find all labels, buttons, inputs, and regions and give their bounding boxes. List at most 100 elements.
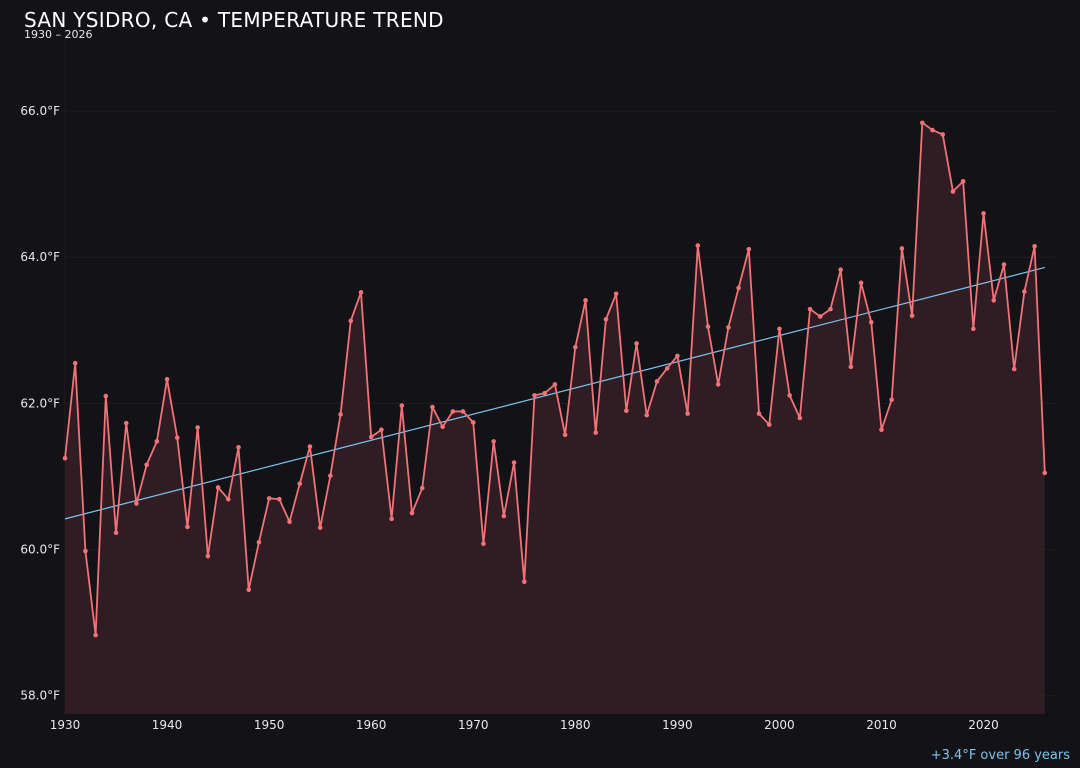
data-point <box>205 553 211 559</box>
data-point <box>593 430 599 435</box>
data-points <box>62 120 1048 638</box>
data-point <box>266 496 272 501</box>
data-point <box>838 267 843 272</box>
data-point <box>460 409 466 414</box>
data-point <box>675 353 680 359</box>
trend-summary: +3.4°F over 96 years <box>930 748 1070 763</box>
data-point <box>164 376 170 382</box>
data-point <box>991 298 997 303</box>
data-point <box>113 530 119 536</box>
data-point <box>889 397 895 403</box>
data-point <box>440 424 445 430</box>
data-point <box>277 496 282 502</box>
data-point <box>552 382 558 387</box>
x-tick-label: 1980 <box>560 718 591 732</box>
data-point <box>562 432 568 438</box>
data-point <box>409 510 415 516</box>
data-point <box>787 393 792 398</box>
data-point <box>920 120 925 126</box>
data-point <box>1011 366 1017 372</box>
data-point <box>246 587 252 593</box>
data-point <box>297 481 303 487</box>
data-point <box>899 246 905 251</box>
data-point <box>358 290 364 295</box>
data-point <box>481 541 486 547</box>
data-point <box>1042 470 1048 476</box>
data-point <box>419 485 425 491</box>
data-point <box>501 513 507 519</box>
x-tick-label: 1940 <box>152 718 183 732</box>
data-point <box>736 285 741 291</box>
data-point <box>215 485 221 490</box>
data-point <box>715 382 721 387</box>
data-point <box>103 393 109 399</box>
data-point <box>328 473 333 479</box>
data-point <box>389 516 394 522</box>
data-point <box>348 318 354 324</box>
trend-line <box>64 266 1045 520</box>
y-tick-label: 58.0°F <box>20 689 60 703</box>
y-axis-ticks: 58.0°F 60.0°F 62.0°F 64.0°F 66.0°F <box>20 104 60 703</box>
y-tick-label: 64.0°F <box>20 250 60 264</box>
x-tick-label: 1950 <box>254 718 285 732</box>
data-point <box>134 501 139 506</box>
data-point <box>62 455 68 461</box>
data-point <box>430 404 435 410</box>
data-point <box>83 548 88 554</box>
data-point <box>817 314 823 319</box>
chart-title: SAN YSIDRO, CA • TEMPERATURE TREND <box>24 8 444 32</box>
x-tick-label: 1970 <box>458 718 489 732</box>
data-point <box>807 306 813 312</box>
data-point <box>144 462 149 468</box>
data-point <box>317 525 323 530</box>
x-tick-label: 2010 <box>866 718 897 732</box>
x-tick-label: 1930 <box>50 718 81 732</box>
x-axis-ticks: 1930 1940 1950 1960 1970 1980 1990 2000 2010 2020 <box>50 718 999 732</box>
data-point <box>174 435 180 441</box>
data-point <box>971 326 976 332</box>
chart-subtitle: 1930 – 2026 <box>24 28 93 41</box>
data-point <box>399 403 405 408</box>
data-point <box>685 411 690 416</box>
data-point <box>940 132 946 137</box>
data-point <box>777 326 782 332</box>
data-point <box>583 298 588 303</box>
data-point <box>858 280 864 286</box>
data-point <box>726 325 731 330</box>
data-point <box>695 243 701 248</box>
data-point <box>532 393 537 398</box>
data-point <box>185 524 190 530</box>
data-point <box>746 246 752 252</box>
data-point <box>491 439 496 444</box>
data-point <box>287 519 292 525</box>
data-point <box>307 444 313 449</box>
data-point <box>603 317 609 322</box>
data-point <box>950 189 956 194</box>
data-point <box>368 434 374 440</box>
data-point <box>848 364 854 370</box>
data-point <box>879 427 884 433</box>
data-point <box>225 496 231 502</box>
x-tick-label: 2000 <box>764 718 795 732</box>
data-point <box>256 539 262 545</box>
data-point <box>705 324 711 329</box>
y-tick-label: 62.0°F <box>20 396 60 410</box>
data-point <box>236 444 241 450</box>
data-point <box>450 409 456 414</box>
data-point <box>960 178 966 184</box>
data-point <box>195 425 200 430</box>
x-tick-label: 1990 <box>662 718 693 732</box>
data-point <box>868 319 874 325</box>
x-tick-label: 2020 <box>968 718 999 732</box>
data-point <box>654 379 660 384</box>
data-point <box>613 291 619 297</box>
data-point <box>573 344 578 350</box>
data-point <box>542 390 547 396</box>
data-point <box>828 306 833 312</box>
data-point <box>930 127 935 133</box>
data-point <box>644 412 650 418</box>
data-point <box>154 439 160 444</box>
data-point <box>93 632 98 638</box>
data-point <box>664 366 670 371</box>
data-point <box>634 341 639 346</box>
